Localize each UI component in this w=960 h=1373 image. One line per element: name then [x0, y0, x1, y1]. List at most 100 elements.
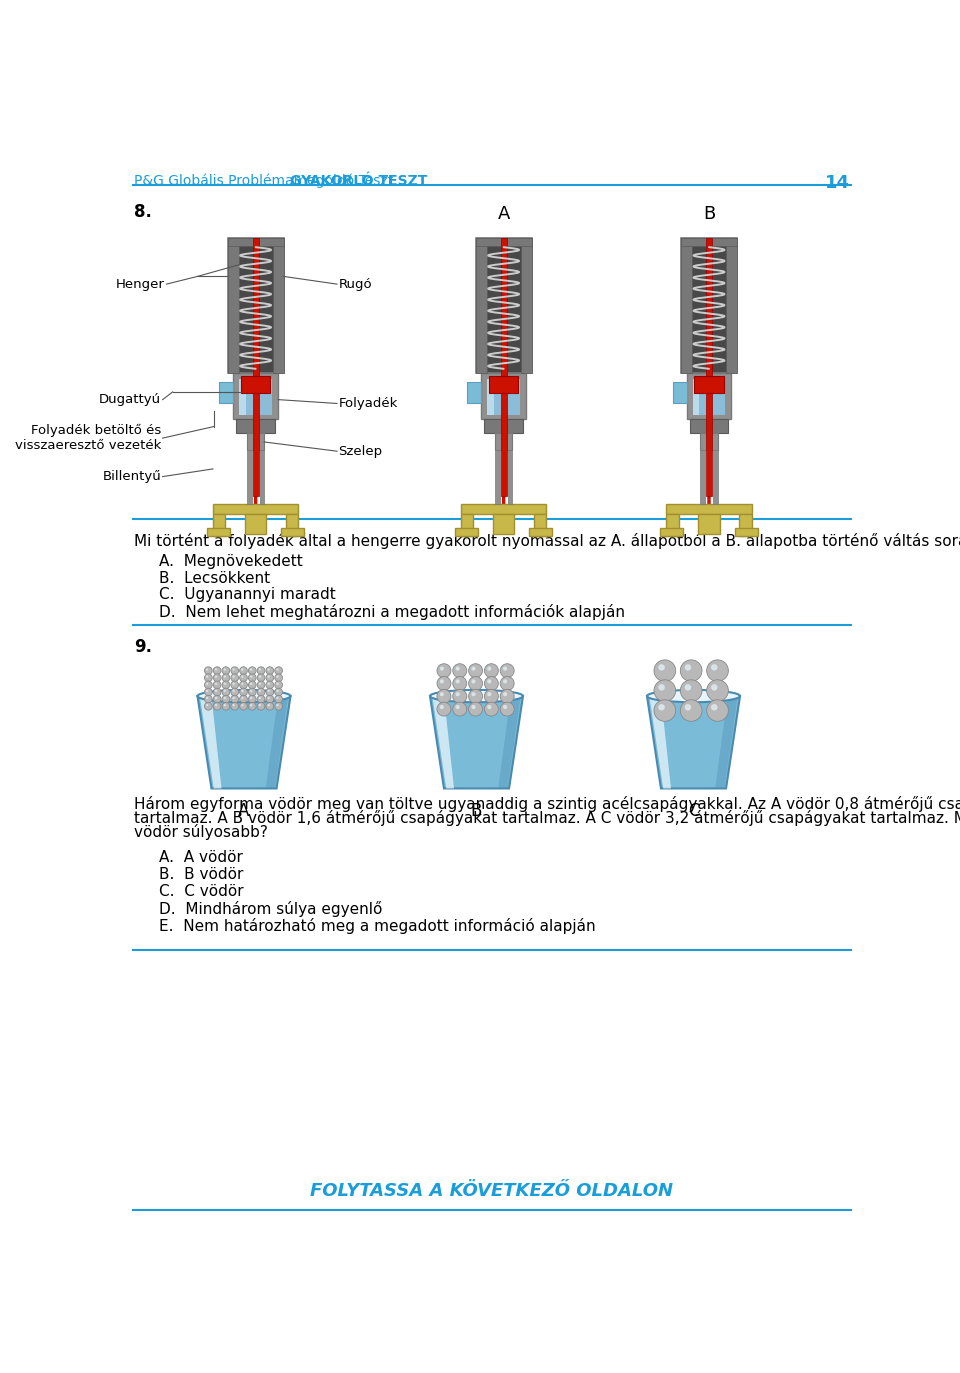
Circle shape: [681, 660, 702, 681]
Circle shape: [224, 704, 226, 706]
Circle shape: [206, 669, 208, 670]
Polygon shape: [489, 376, 518, 393]
Polygon shape: [239, 379, 246, 415]
Circle shape: [268, 669, 270, 670]
Circle shape: [275, 681, 282, 689]
Circle shape: [249, 695, 256, 703]
Circle shape: [266, 674, 274, 681]
Circle shape: [503, 704, 507, 708]
Polygon shape: [681, 238, 692, 372]
Polygon shape: [432, 696, 454, 788]
Circle shape: [257, 674, 265, 681]
Circle shape: [206, 682, 208, 685]
Polygon shape: [198, 696, 291, 788]
Polygon shape: [701, 432, 717, 450]
Circle shape: [268, 689, 270, 692]
Polygon shape: [739, 515, 752, 535]
Polygon shape: [259, 450, 264, 504]
Circle shape: [222, 703, 229, 710]
Text: B.  Lecsökkent: B. Lecsökkent: [158, 571, 270, 585]
Circle shape: [224, 697, 226, 699]
Circle shape: [503, 692, 507, 696]
Circle shape: [654, 660, 676, 681]
Circle shape: [206, 676, 208, 678]
Circle shape: [468, 677, 483, 691]
Circle shape: [276, 697, 278, 699]
Polygon shape: [476, 238, 487, 372]
Polygon shape: [488, 379, 520, 415]
Circle shape: [232, 676, 234, 678]
Text: GYAKORLÓ TESZT: GYAKORLÓ TESZT: [291, 174, 428, 188]
Text: Mi történt a folyadék által a hengerre gyakorolt nyomással az A. állapotból a B.: Mi történt a folyadék által a hengerre g…: [134, 533, 960, 549]
Circle shape: [275, 688, 282, 696]
Polygon shape: [713, 450, 717, 504]
Polygon shape: [666, 504, 752, 515]
Circle shape: [230, 695, 239, 703]
Polygon shape: [701, 450, 706, 504]
Circle shape: [456, 666, 460, 670]
Circle shape: [240, 681, 248, 689]
Circle shape: [453, 689, 467, 703]
Text: P&G Globális Problémamegoldó Teszt: P&G Globális Problémamegoldó Teszt: [134, 174, 397, 188]
Text: Rugó: Rugó: [339, 277, 372, 291]
Circle shape: [259, 669, 261, 670]
Polygon shape: [239, 379, 272, 415]
Polygon shape: [706, 393, 712, 496]
Text: C: C: [687, 802, 699, 820]
Circle shape: [276, 669, 278, 670]
Circle shape: [707, 680, 729, 702]
Text: B: B: [470, 802, 482, 820]
Circle shape: [456, 680, 460, 684]
Polygon shape: [500, 393, 507, 496]
Circle shape: [232, 669, 234, 670]
Circle shape: [707, 660, 729, 681]
Circle shape: [215, 704, 217, 706]
Polygon shape: [649, 696, 671, 788]
Circle shape: [266, 703, 274, 710]
Circle shape: [204, 681, 212, 689]
Circle shape: [266, 688, 274, 696]
Polygon shape: [430, 696, 523, 788]
Text: A.  Megnövekedett: A. Megnövekedett: [158, 553, 302, 568]
Text: Szelep: Szelep: [339, 445, 383, 457]
Polygon shape: [228, 238, 283, 372]
Circle shape: [232, 682, 234, 685]
Polygon shape: [252, 238, 259, 376]
Circle shape: [268, 682, 270, 685]
Circle shape: [257, 681, 265, 689]
Circle shape: [259, 697, 261, 699]
Circle shape: [249, 703, 256, 710]
Text: Folyadék betöltő és
visszaeresztő vezeték: Folyadék betöltő és visszaeresztő vezeté…: [14, 424, 161, 452]
Circle shape: [230, 688, 239, 696]
Circle shape: [456, 704, 460, 708]
Circle shape: [249, 688, 256, 696]
Polygon shape: [228, 238, 283, 246]
Circle shape: [437, 677, 451, 691]
Circle shape: [222, 695, 229, 703]
Circle shape: [259, 689, 261, 692]
Polygon shape: [236, 419, 275, 432]
Polygon shape: [698, 515, 720, 534]
Circle shape: [276, 704, 278, 706]
Circle shape: [213, 674, 221, 681]
Circle shape: [487, 680, 492, 684]
Text: 9.: 9.: [134, 637, 152, 655]
Circle shape: [684, 665, 691, 670]
Circle shape: [240, 695, 248, 703]
Polygon shape: [476, 238, 532, 372]
Circle shape: [213, 688, 221, 696]
Circle shape: [468, 702, 483, 717]
Circle shape: [241, 669, 244, 670]
Circle shape: [215, 676, 217, 678]
Circle shape: [268, 704, 270, 706]
Circle shape: [224, 682, 226, 685]
Circle shape: [453, 677, 467, 691]
Ellipse shape: [647, 689, 740, 702]
Circle shape: [276, 689, 278, 692]
Polygon shape: [247, 432, 264, 450]
Circle shape: [224, 689, 226, 692]
Polygon shape: [213, 515, 226, 535]
Circle shape: [485, 663, 498, 678]
Circle shape: [215, 682, 217, 685]
Polygon shape: [673, 382, 686, 404]
